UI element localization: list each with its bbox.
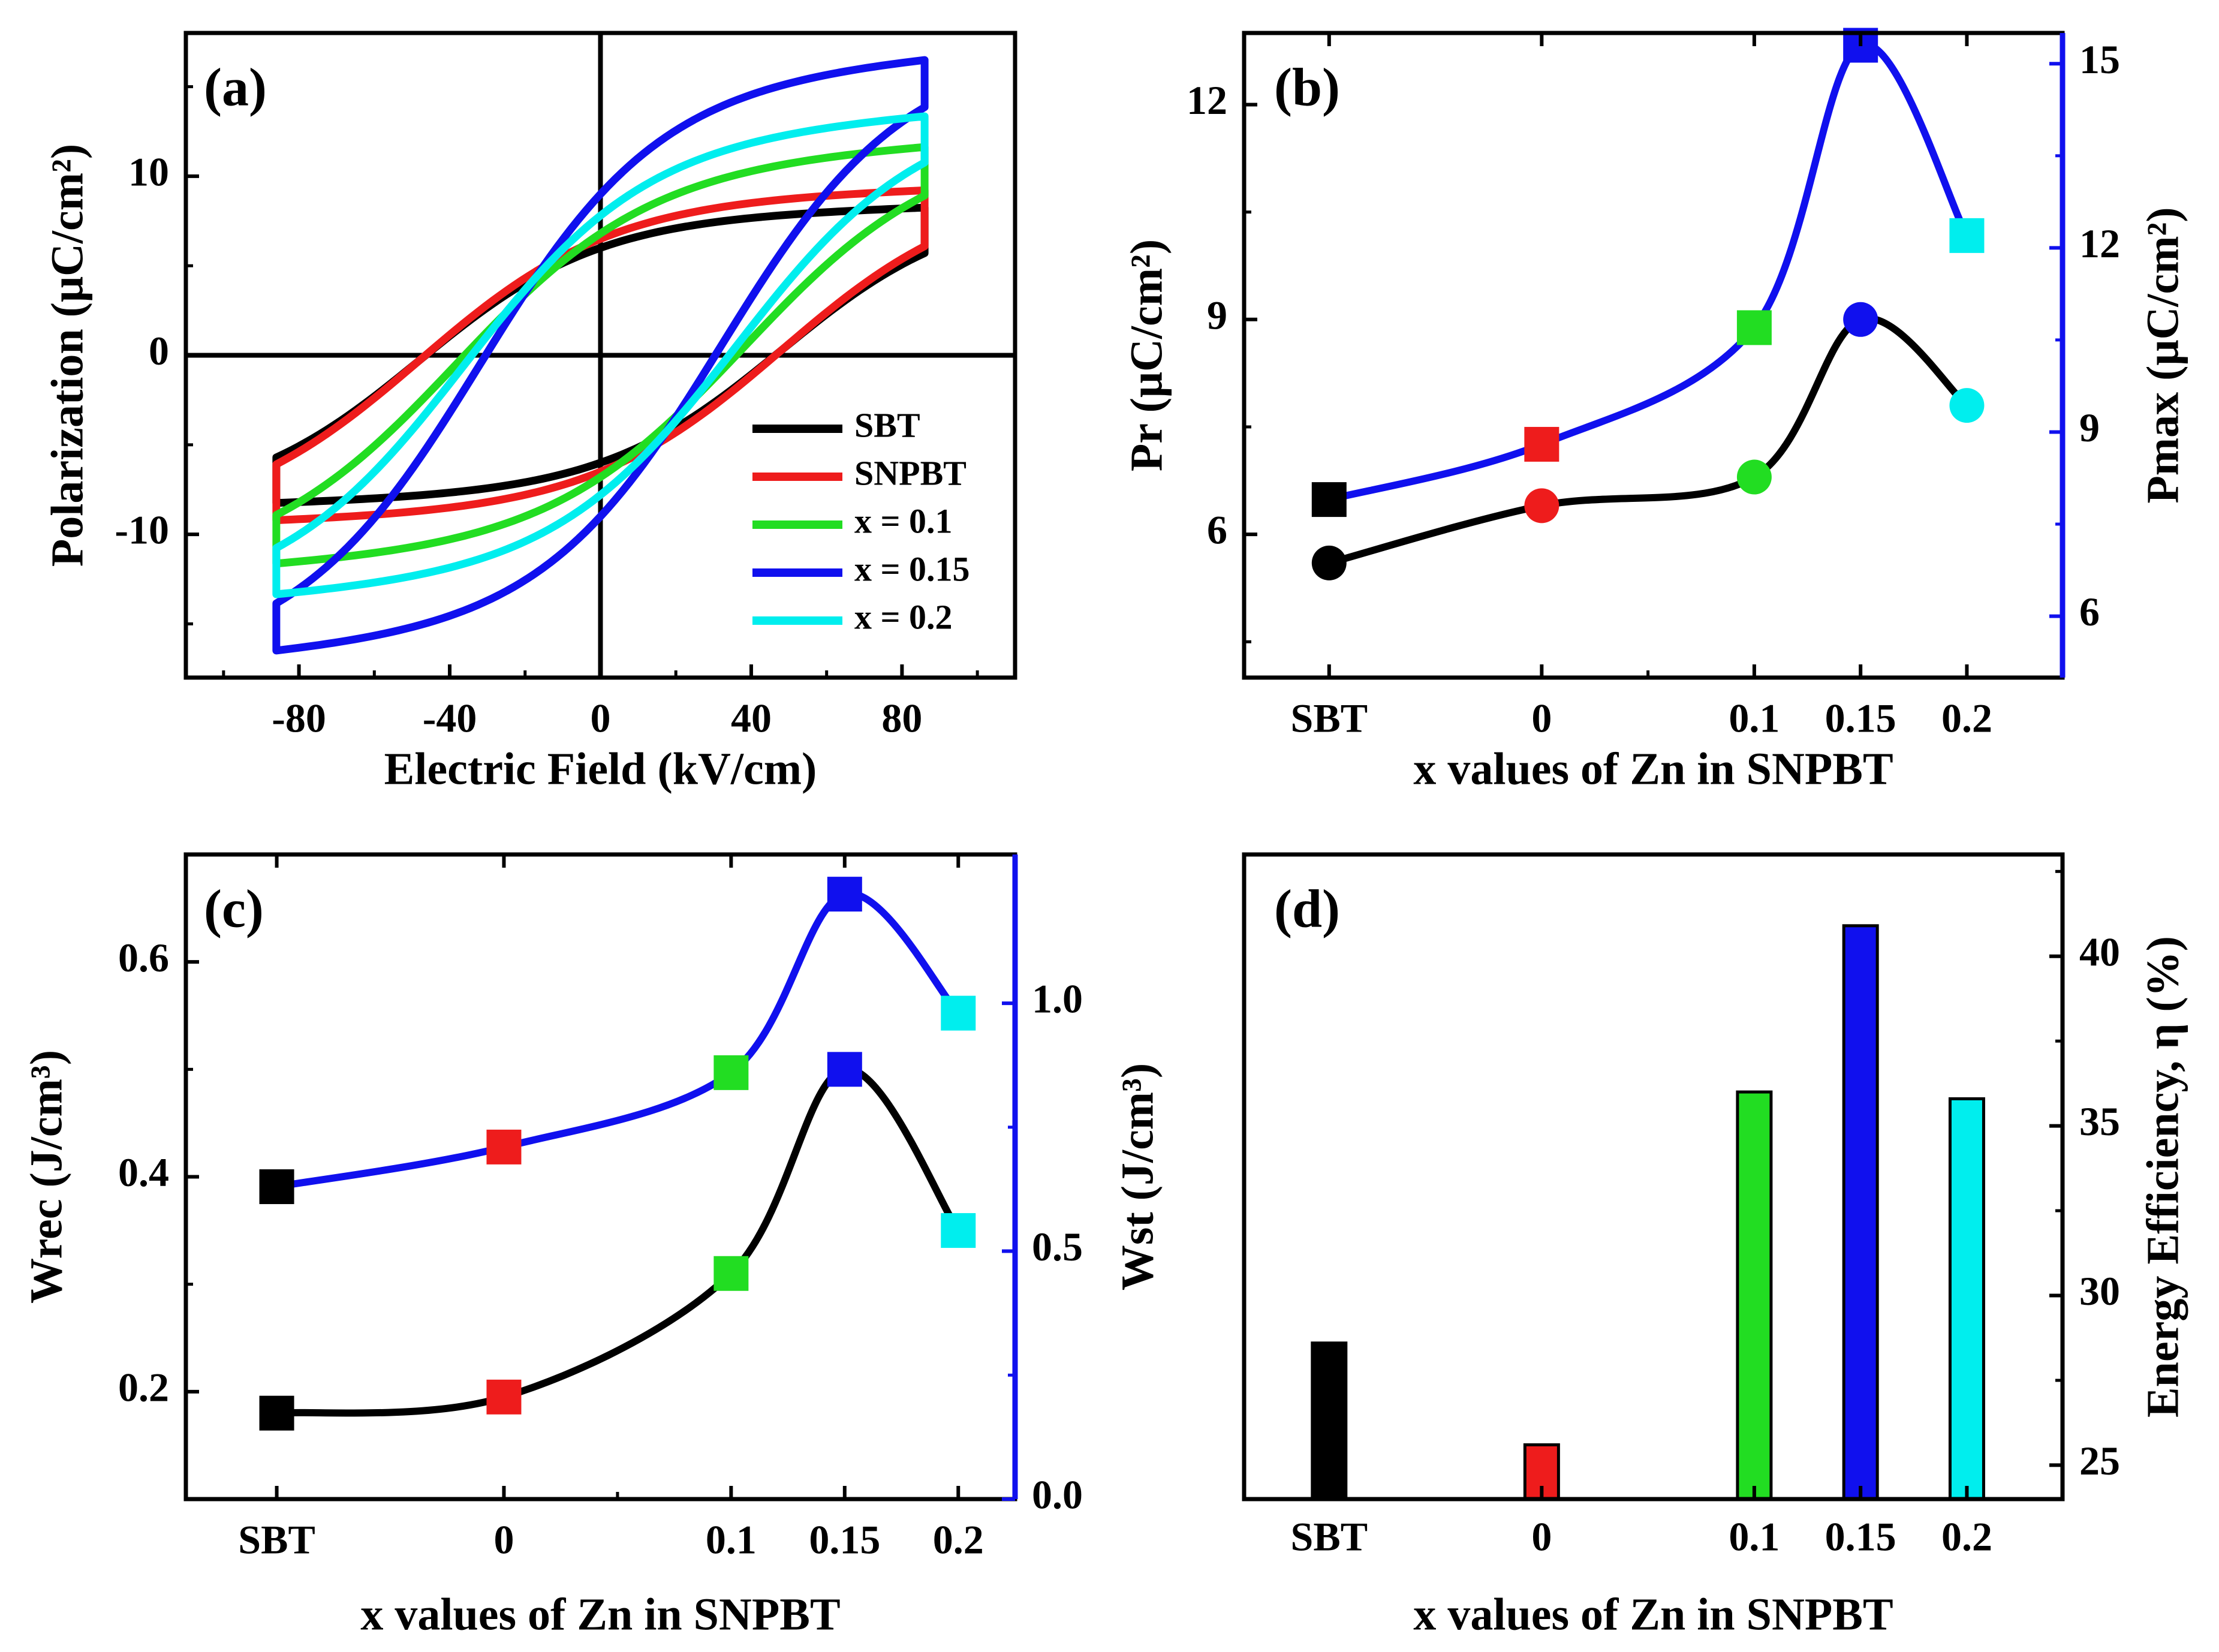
- y-axis-label-right: Wst (J/cm³): [1112, 1063, 1163, 1290]
- y-tick-label: 40: [2079, 929, 2120, 974]
- y2-tick-label: 9: [2079, 405, 2100, 450]
- y2-tick-label: 6: [2079, 589, 2100, 634]
- marker-Pr-0.1: [1736, 459, 1772, 495]
- marker-Wst-0.15: [827, 877, 862, 912]
- x-tick-label: 0.2: [1941, 696, 1992, 741]
- y2-tick-label: 12: [2079, 221, 2120, 266]
- marker-Wrec-0.1: [713, 1256, 749, 1291]
- marker-Wst-SBT: [259, 1169, 294, 1205]
- panel-label: (a): [204, 58, 267, 118]
- marker-Pmax-0: [1524, 426, 1559, 462]
- marker-Wst-0: [486, 1129, 522, 1164]
- marker-Pr-SBT: [1311, 545, 1347, 580]
- legend-label: x = 0.15: [854, 549, 970, 588]
- marker-Pmax-0.1: [1736, 310, 1772, 345]
- marker-Pr-0.2: [1949, 388, 1985, 423]
- x-tick-label: 0.1: [706, 1517, 757, 1563]
- x-tick-label: 80: [881, 696, 922, 741]
- plot-frame: [183, 852, 1017, 1501]
- panel-c-wrec-wst: SBT 0 0.1 0.15 0.2 0.2 0.4 0.6 0.0 0.5 1.0 (c) x val…: [21, 852, 1163, 1639]
- x-tick-label: 0.2: [1941, 1514, 1992, 1560]
- legend-label: x = 0.2: [854, 597, 953, 636]
- y-axis-label-right: Energy Efficiency, η (%): [2137, 936, 2188, 1418]
- x-tick-label: 0.1: [1729, 1514, 1780, 1560]
- panel-d-energy-efficiency: SBT 0 0.1 0.15 0.2 25 30 35 40 (d) x values of Zn …: [1242, 852, 2188, 1639]
- marker-Pmax-SBT: [1311, 482, 1347, 517]
- y2-tick-label: 0.0: [1032, 1472, 1083, 1518]
- y-tick-label: 0.6: [118, 935, 169, 980]
- x-tick-label: 0: [1531, 696, 1552, 741]
- x-tick-label: 0.15: [1825, 696, 1896, 741]
- x-tick-label: 0.15: [1825, 1514, 1896, 1560]
- panel-b-pr-pmax: SBT 0 0.1 0.15 0.2 6 9 12 6 9 12 15 (b) x values of Z…: [1121, 28, 2188, 794]
- bar-0.15: [1842, 924, 1879, 1501]
- series-line-Pmax: [1325, 40, 1971, 504]
- y-tick-label: 0.4: [118, 1150, 169, 1195]
- x-tick-label: -40: [423, 696, 477, 741]
- marker-Wst-0.2: [941, 995, 976, 1031]
- y2-tick-label: 15: [2079, 37, 2120, 82]
- bar-0.2: [1948, 1097, 1985, 1501]
- x-axis-label: x values of Zn in SNPBT: [1413, 1589, 1893, 1639]
- x-tick-label: 0: [591, 696, 611, 741]
- y-tick-label: 12: [1187, 77, 1227, 123]
- x-axis-label: Electric Field (kV/cm): [384, 744, 817, 794]
- panel-label: (d): [1274, 880, 1340, 939]
- y-tick-label: 30: [2079, 1268, 2120, 1314]
- panel-label: (b): [1274, 58, 1340, 118]
- plot-frame: [1242, 31, 2065, 680]
- marker-Wrec-0: [486, 1379, 522, 1415]
- x-tick-label: 0: [493, 1517, 514, 1563]
- y2-tick-label: 1.0: [1032, 976, 1083, 1022]
- bar-0.1: [1736, 1090, 1773, 1501]
- marker-Wrec-0.15: [827, 1052, 862, 1087]
- legend-label: x = 0.1: [854, 501, 953, 540]
- y-tick-label: 0.2: [118, 1364, 169, 1410]
- x-tick-label: SBT: [238, 1517, 315, 1563]
- y-tick-label: 25: [2079, 1438, 2120, 1484]
- bar-SBT: [1311, 1341, 1348, 1501]
- loop-4: [272, 56, 929, 655]
- x-tick-label: 0.15: [809, 1517, 880, 1563]
- y-tick-label: 9: [1207, 292, 1227, 338]
- y-tick-label: 0: [149, 328, 169, 374]
- y2-tick-label: 0.5: [1032, 1224, 1083, 1269]
- panel-a-polarization-loops: -80 -40 0 40 80 -10 0 10 (a) Electric Field (kV/c…: [42, 31, 1017, 794]
- marker-Pr-0.15: [1843, 302, 1878, 337]
- x-tick-label: 0.2: [933, 1517, 984, 1563]
- plot-frame: [1242, 852, 2065, 1501]
- legend-label: SBT: [854, 405, 920, 444]
- x-tick-label: -80: [272, 696, 326, 741]
- y-axis-label-left: Wrec (J/cm³): [21, 1050, 71, 1304]
- y-axis-label-right: Pmax (μC/cm²): [2137, 207, 2188, 503]
- marker-Pr-0: [1524, 488, 1559, 523]
- y-tick-label: 35: [2079, 1099, 2120, 1144]
- marker-Pmax-0.2: [1949, 218, 1985, 253]
- y-tick-label: -10: [115, 507, 169, 553]
- x-tick-label: SBT: [1291, 1514, 1368, 1560]
- marker-Wrec-SBT: [259, 1395, 294, 1431]
- marker-Wst-0.1: [713, 1055, 749, 1090]
- y-tick-label: 6: [1207, 507, 1227, 553]
- y-axis-label: Polarization (μC/cm²): [42, 144, 92, 567]
- marker-Wrec-0.2: [941, 1213, 976, 1248]
- y-tick-label: 10: [128, 149, 169, 194]
- panel-label: (c): [204, 880, 264, 939]
- legend-label: SNPBT: [854, 453, 967, 492]
- x-tick-label: 0: [1531, 1514, 1552, 1560]
- y-axis-label-left: Pr (μC/cm²): [1121, 239, 1172, 471]
- x-tick-label: SBT: [1291, 696, 1368, 741]
- x-axis-label: x values of Zn in SNPBT: [1413, 744, 1893, 794]
- x-tick-label: 40: [731, 696, 772, 741]
- x-tick-label: 0.1: [1729, 696, 1780, 741]
- series-line-Pr: [1325, 314, 1971, 567]
- x-axis-label: x values of Zn in SNPBT: [360, 1589, 840, 1639]
- series-line-Wst: [273, 890, 962, 1191]
- loop-5: [272, 112, 929, 598]
